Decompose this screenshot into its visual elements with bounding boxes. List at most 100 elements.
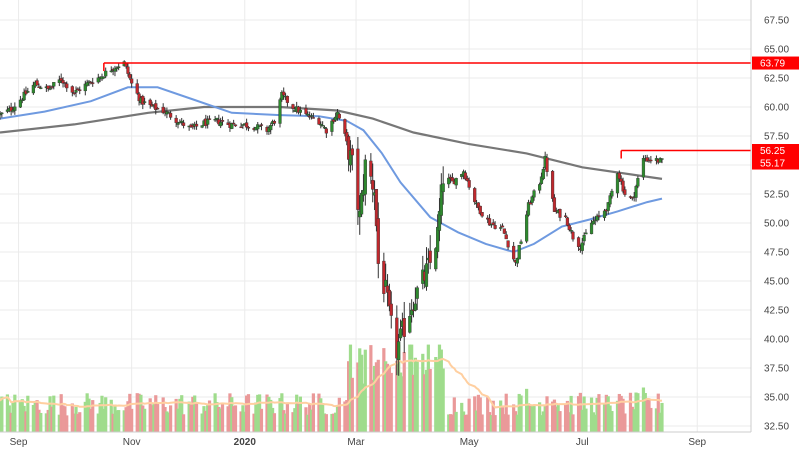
x-tick-label: Mar (347, 437, 365, 448)
volume-bar (558, 411, 562, 432)
volume-bar (109, 399, 113, 432)
volume-bar (604, 394, 608, 432)
candle-up (26, 91, 30, 93)
volume-bar (137, 393, 141, 432)
y-axis-labels: 32.50 35.00 37.50 40.00 42.50 45.00 47.50 50.00… (764, 16, 789, 433)
candle-down (382, 260, 386, 294)
volume-bar (348, 344, 353, 432)
volume-bar (113, 404, 117, 432)
volume-bar (473, 396, 477, 432)
volume-bar (660, 402, 664, 432)
candle-up (74, 90, 78, 93)
volume-bar (74, 406, 78, 432)
volume-bar (154, 395, 158, 432)
candle-down (563, 215, 568, 217)
x-tick-label: Sep (10, 437, 28, 448)
volume-bar (296, 403, 301, 432)
candle-down (285, 95, 290, 103)
volume-bar (72, 413, 76, 432)
volume-bar (150, 405, 154, 432)
last-price-tag-bg (752, 156, 799, 170)
volume-bar (584, 408, 588, 432)
volume-bar (0, 396, 4, 432)
volume-bar (20, 399, 24, 432)
volume-bar (278, 398, 282, 432)
volume-bar (319, 398, 323, 432)
volume-bar (513, 411, 518, 432)
volume-bar (104, 397, 108, 432)
volume-bar (402, 351, 406, 432)
volume-bar (538, 402, 542, 432)
candle-up (636, 178, 640, 187)
volume-bar (461, 411, 466, 432)
volume-bar (130, 408, 134, 432)
volume-bar (285, 403, 290, 432)
candle-up (176, 122, 180, 125)
candle-down (220, 120, 225, 122)
candle-down (324, 128, 328, 134)
volume-bar (410, 344, 414, 432)
volume-bar (641, 387, 646, 432)
candle-down (350, 148, 354, 156)
candle-up (538, 184, 542, 191)
volume-bar (259, 408, 264, 432)
candle-down (504, 234, 508, 240)
volume-bar (39, 412, 43, 432)
volume-bar (189, 404, 193, 432)
volume-bar (156, 403, 160, 432)
volume-bar (499, 400, 503, 432)
volume-bar (541, 411, 545, 432)
volume-bar (454, 411, 458, 432)
candle-up (113, 68, 117, 72)
volume-bar (124, 407, 128, 432)
volume-bar (597, 394, 601, 432)
volume-bar (463, 414, 468, 432)
volume-bar (85, 393, 89, 432)
candle-up (454, 178, 458, 186)
volume-bar (18, 401, 22, 432)
volume-bar (7, 405, 11, 432)
volume-bar (617, 393, 621, 432)
candle-up (363, 159, 367, 195)
volume-bar (385, 363, 390, 432)
candle-up (180, 120, 184, 123)
candle-up (584, 232, 588, 235)
volume-bar (478, 397, 482, 432)
candle-up (415, 287, 419, 299)
volume-bar (449, 414, 453, 432)
candle-up (219, 122, 223, 127)
volume-bar (102, 408, 106, 432)
candle-up (526, 202, 531, 216)
volume-bar (486, 397, 490, 432)
volume-bar (178, 398, 182, 432)
candle-down (478, 205, 482, 215)
candle-down (467, 180, 471, 188)
volume-bar (233, 405, 238, 432)
volume-bar (26, 395, 30, 432)
volume-bar (335, 405, 340, 432)
candle-down (130, 78, 134, 84)
volume-bar (44, 413, 48, 432)
volume-bar (206, 405, 210, 432)
candle-down (239, 126, 243, 129)
volume-bar (293, 408, 297, 432)
volume-bar (230, 397, 234, 432)
volume-bar (643, 393, 647, 432)
candle-up (615, 173, 620, 194)
volume-bar (48, 396, 52, 432)
volume-bar (220, 404, 225, 432)
x-tick-label: Jul (576, 437, 589, 448)
volume-bar (168, 405, 173, 432)
volume-bar (61, 405, 65, 432)
candle-up (298, 109, 302, 113)
level-tag-bg (752, 56, 799, 70)
volume-bar (246, 394, 251, 432)
candle-up (660, 158, 664, 160)
candle-down (156, 107, 160, 110)
candle-up (269, 125, 273, 131)
volume-bar (269, 399, 273, 432)
volume-bar (569, 395, 573, 432)
volume-bar (539, 415, 544, 432)
volume-bar (571, 414, 575, 432)
volume-bar (9, 412, 13, 432)
